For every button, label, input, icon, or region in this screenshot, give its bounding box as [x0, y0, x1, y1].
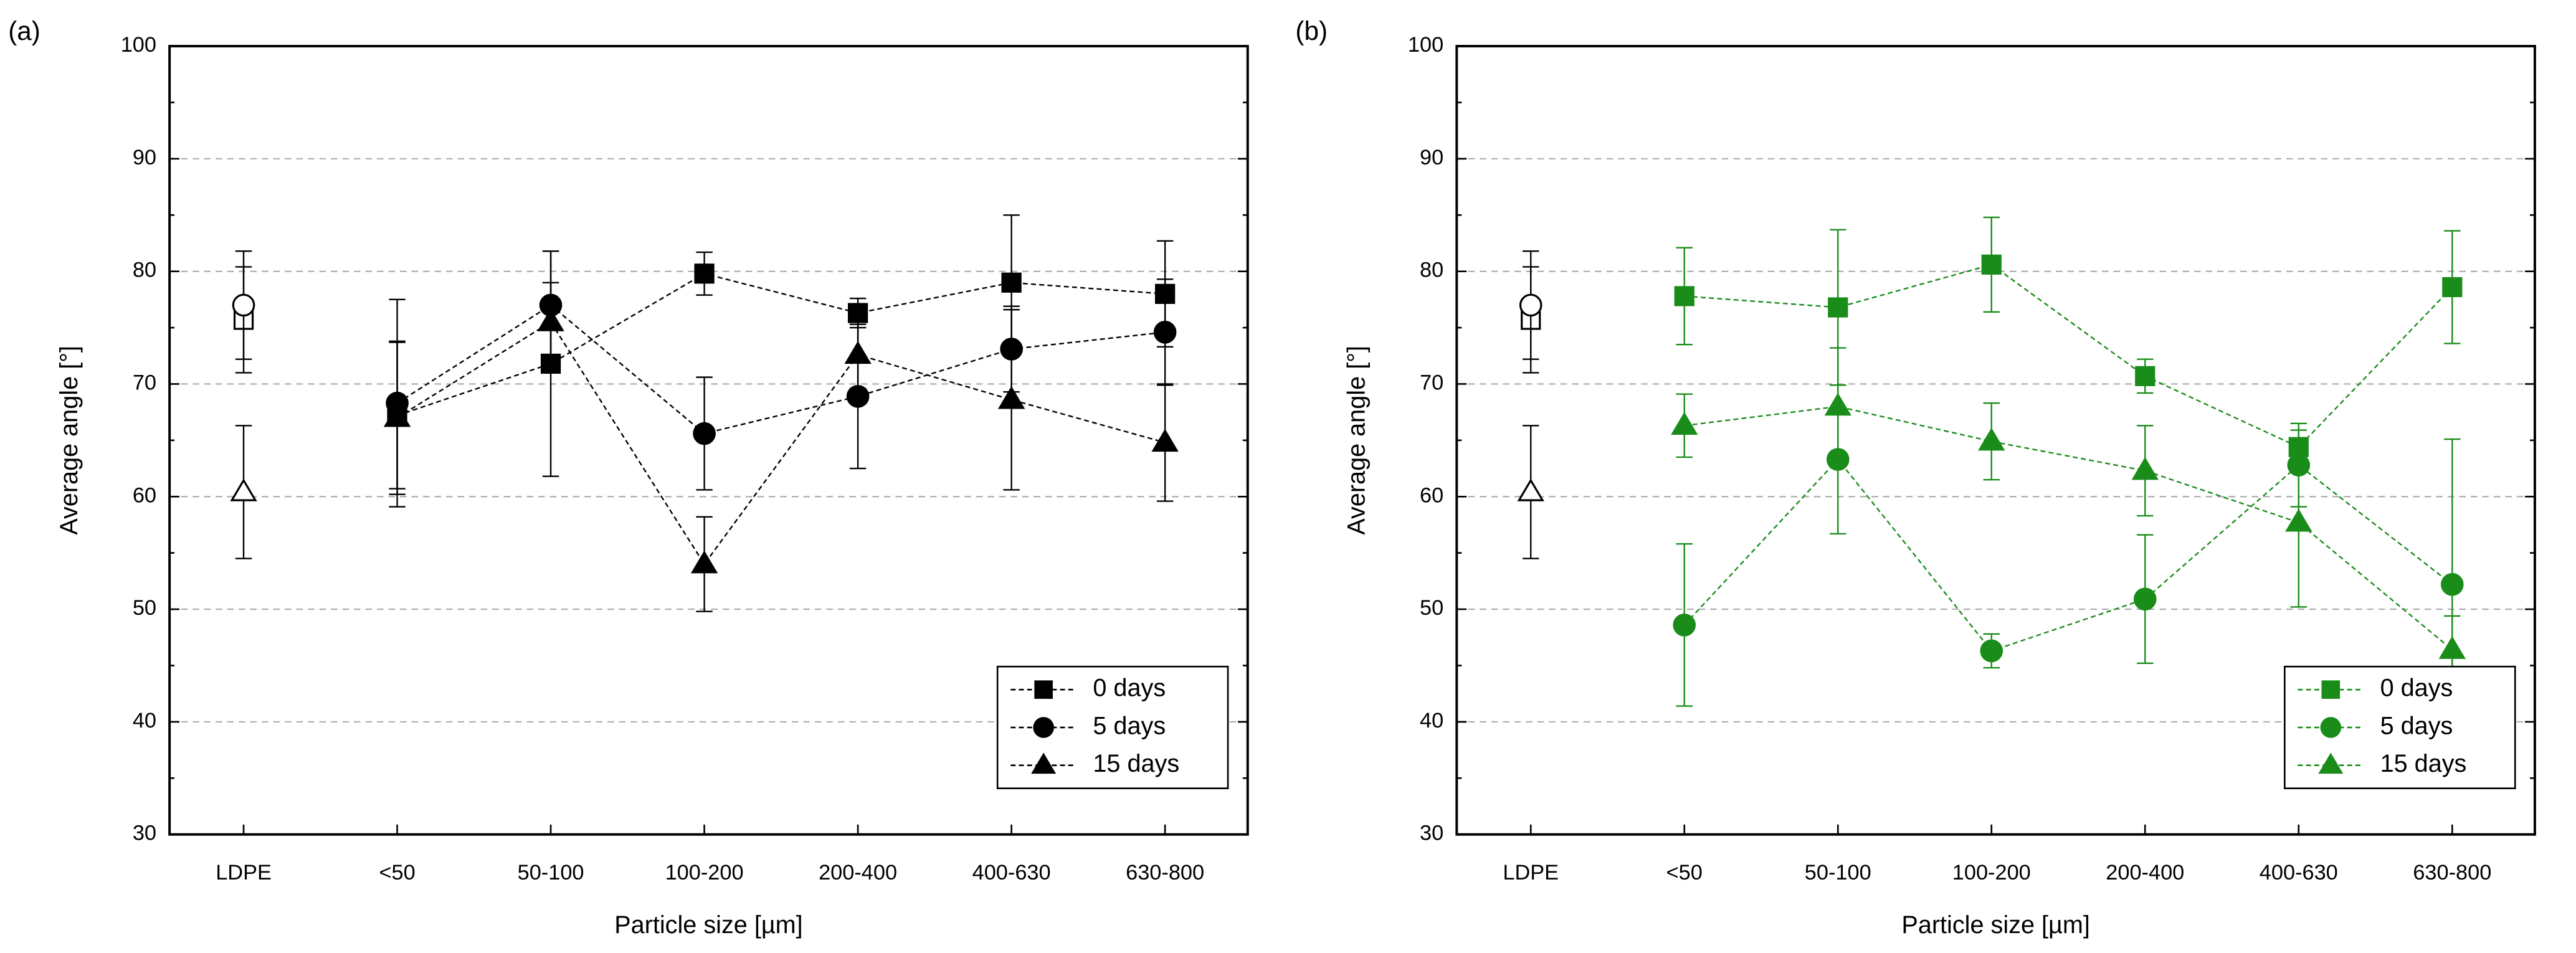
y-axis-label: Average angle [°] — [55, 346, 83, 535]
marker-triangle — [537, 308, 564, 331]
marker-circle — [1153, 321, 1177, 344]
y-tick-label: 80 — [1420, 258, 1443, 282]
x-tick-label: LDPE — [216, 861, 272, 884]
marker-circle — [1673, 614, 1696, 637]
marker-triangle — [1031, 752, 1057, 774]
marker-triangle — [2285, 508, 2312, 532]
marker-triangle — [690, 550, 718, 574]
marker-square — [1981, 254, 2002, 275]
legend-label: 5 days — [1093, 712, 1166, 739]
marker-square — [2135, 366, 2155, 386]
marker-circle — [693, 422, 716, 445]
x-tick-label: 630-800 — [2413, 861, 2491, 884]
x-axis-label: Particle size [µm] — [1901, 911, 2089, 939]
marker-circle — [2441, 572, 2464, 596]
series-line — [1684, 263, 2453, 448]
x-tick-label: <50 — [379, 861, 415, 884]
panel-label: (a) — [8, 16, 40, 45]
y-tick-label: 70 — [133, 371, 156, 395]
series-line — [396, 321, 1166, 566]
marker-triangle — [1151, 429, 1179, 452]
y-tick-label: 90 — [133, 146, 156, 169]
y-tick-label: 50 — [133, 596, 156, 620]
legend-label: 0 days — [2380, 675, 2453, 702]
marker-square — [2442, 277, 2463, 298]
y-tick-label: 40 — [1420, 709, 1443, 733]
marker-triangle — [1978, 427, 2005, 451]
panel-label: (b) — [1295, 16, 1328, 45]
marker-triangle — [1517, 478, 1544, 501]
marker-triangle — [1824, 392, 1851, 416]
series-line — [1684, 405, 2453, 651]
marker-square — [1828, 297, 1848, 318]
y-tick-label: 60 — [133, 483, 156, 507]
y-tick-label: 100 — [1408, 33, 1443, 57]
x-axis-label: Particle size [µm] — [614, 911, 802, 939]
legend-label: 15 days — [2380, 750, 2467, 777]
marker-triangle — [1671, 412, 1698, 435]
legend-label: 15 days — [1093, 750, 1179, 777]
series-line — [396, 304, 1166, 435]
legend-label: 5 days — [2380, 712, 2453, 739]
y-tick-label: 60 — [1420, 483, 1443, 507]
x-tick-label: 100-200 — [665, 861, 744, 884]
y-tick-label: 70 — [1420, 371, 1443, 395]
marker-triangle — [2438, 636, 2466, 659]
marker-triangle — [2131, 457, 2159, 480]
x-tick-label: 200-400 — [2106, 861, 2184, 884]
marker-circle — [2133, 587, 2157, 611]
marker-triangle — [997, 386, 1025, 409]
x-tick-label: 200-400 — [819, 861, 897, 884]
marker-square — [694, 263, 715, 284]
y-tick-label: 30 — [133, 822, 156, 845]
y-tick-label: 100 — [121, 33, 156, 57]
marker-triangle — [2318, 752, 2344, 774]
y-tick-label: 30 — [1420, 822, 1443, 845]
marker-circle — [2320, 717, 2342, 738]
marker-triangle — [230, 478, 257, 501]
x-tick-label: 630-800 — [1126, 861, 1204, 884]
y-tick-label: 90 — [1420, 146, 1443, 169]
marker-circle — [1033, 717, 1054, 738]
series-line — [1683, 458, 2453, 652]
y-tick-label: 50 — [1420, 596, 1443, 620]
y-tick-label: 40 — [133, 709, 156, 733]
y-tick-label: 80 — [133, 258, 156, 282]
x-tick-label: 50-100 — [518, 861, 584, 884]
x-tick-label: 400-630 — [2260, 861, 2338, 884]
x-tick-label: 100-200 — [1952, 861, 2031, 884]
marker-circle — [1519, 293, 1542, 317]
marker-triangle — [844, 341, 872, 364]
x-tick-label: 50-100 — [1805, 861, 1871, 884]
marker-square — [847, 303, 868, 323]
series-line — [397, 273, 1166, 417]
y-axis-label: Average angle [°] — [1343, 346, 1370, 535]
x-tick-label: 400-630 — [972, 861, 1051, 884]
marker-square — [1001, 272, 1022, 293]
marker-square — [2321, 680, 2341, 699]
x-tick-label: <50 — [1666, 861, 1703, 884]
legend-label: 0 days — [1093, 675, 1166, 702]
marker-triangle — [383, 404, 411, 427]
x-tick-label: LDPE — [1503, 861, 1559, 884]
marker-square — [1674, 286, 1694, 306]
marker-square — [1034, 680, 1053, 699]
marker-circle — [1980, 639, 2003, 663]
marker-circle — [232, 293, 255, 317]
